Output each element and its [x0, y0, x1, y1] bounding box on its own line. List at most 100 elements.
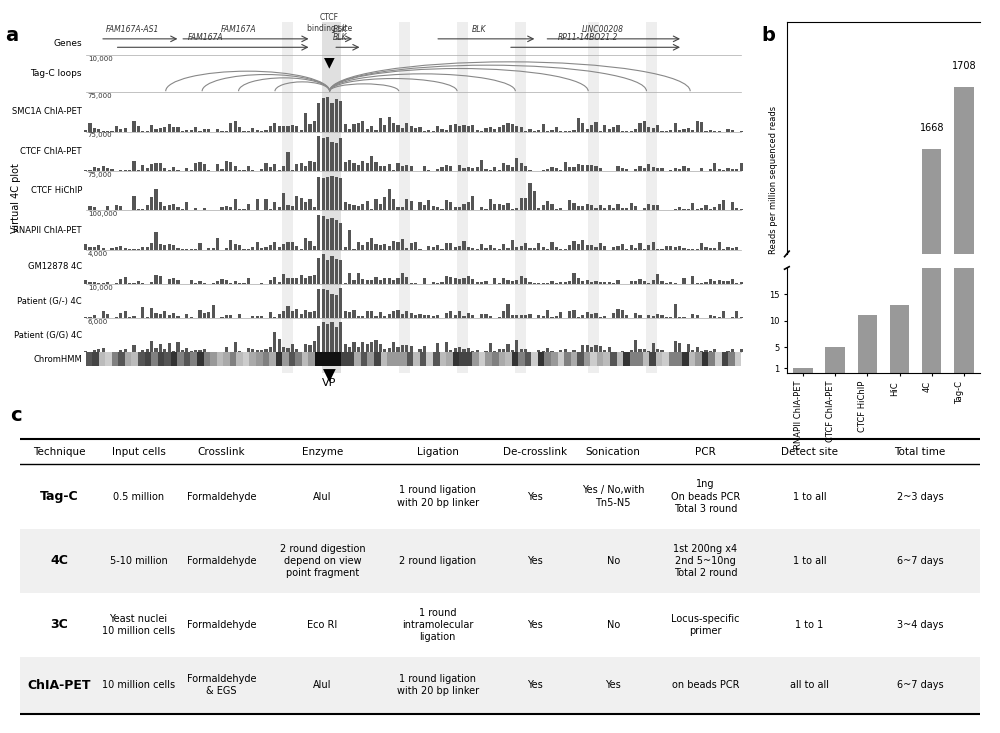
Bar [84, 130, 87, 132]
Text: Yes: Yes [527, 492, 543, 501]
Bar [537, 207, 540, 210]
Bar [190, 353, 197, 366]
Bar [492, 353, 499, 366]
Bar [172, 204, 175, 210]
Bar [643, 281, 646, 284]
Bar [621, 351, 624, 353]
Bar [269, 126, 272, 132]
Bar [546, 310, 549, 318]
Bar [396, 310, 400, 318]
Bar [286, 306, 290, 318]
Bar [93, 207, 96, 210]
Bar [726, 351, 730, 353]
Bar [440, 353, 446, 366]
Bar [352, 280, 356, 284]
Bar [119, 246, 122, 250]
Bar [352, 124, 356, 132]
Text: 75,000: 75,000 [88, 93, 112, 99]
Bar [282, 166, 285, 171]
Bar [410, 346, 413, 353]
Bar [436, 283, 439, 284]
Bar [471, 279, 474, 284]
Bar [577, 353, 584, 366]
Bar [131, 353, 138, 366]
Bar [656, 353, 662, 366]
Text: No: No [607, 556, 620, 566]
Text: c: c [10, 406, 22, 425]
Bar [20, 528, 980, 593]
Bar [264, 349, 268, 353]
Bar [502, 279, 505, 284]
Bar [159, 314, 162, 318]
Bar [330, 323, 334, 353]
Bar [313, 311, 316, 318]
Bar [118, 353, 125, 366]
Text: PCR: PCR [695, 446, 716, 457]
Bar [459, 353, 466, 366]
Bar [599, 346, 602, 353]
Bar [330, 256, 334, 284]
Bar [709, 209, 712, 210]
Bar [132, 283, 136, 284]
Bar [687, 128, 690, 132]
Bar [238, 127, 241, 132]
Bar [289, 353, 295, 366]
Bar [572, 130, 576, 132]
Bar [586, 345, 589, 353]
Bar [722, 200, 725, 210]
Bar [322, 290, 325, 318]
Bar [740, 317, 743, 318]
Bar [608, 347, 611, 353]
Bar [172, 351, 175, 353]
Bar [99, 353, 105, 366]
Bar [97, 349, 100, 353]
Text: 4,000: 4,000 [88, 251, 108, 257]
Bar [599, 243, 602, 250]
Bar [577, 245, 580, 250]
Bar [396, 278, 400, 284]
Bar [440, 282, 444, 284]
Bar [234, 342, 237, 353]
Bar [568, 246, 571, 250]
Bar [392, 199, 395, 210]
Bar [515, 280, 518, 284]
Text: 1708: 1708 [952, 62, 976, 71]
Bar [427, 246, 430, 250]
Bar [242, 169, 246, 171]
Bar [216, 163, 219, 171]
Bar [669, 317, 672, 318]
Bar [433, 353, 440, 366]
Bar [568, 167, 571, 171]
Bar [634, 281, 637, 284]
Bar [647, 315, 650, 318]
Text: all to all: all to all [790, 680, 829, 690]
Bar [326, 177, 329, 210]
Bar [366, 201, 369, 210]
Bar [572, 166, 576, 171]
Bar [446, 353, 453, 366]
Bar [361, 353, 367, 366]
Bar [286, 126, 290, 132]
Bar [379, 344, 382, 353]
Bar [238, 314, 241, 318]
Bar [660, 249, 664, 250]
Bar [357, 165, 360, 171]
Bar [731, 130, 734, 132]
Bar [291, 345, 294, 353]
Bar [476, 130, 479, 132]
Bar [568, 281, 571, 284]
Bar [630, 281, 633, 284]
Bar [220, 169, 224, 171]
Bar [502, 125, 505, 132]
Bar [335, 220, 338, 250]
Bar [322, 97, 325, 132]
Bar [154, 188, 158, 210]
Bar [436, 314, 439, 318]
Bar [484, 314, 488, 318]
Bar [674, 169, 677, 171]
Text: Ligation: Ligation [417, 446, 459, 457]
Bar [119, 350, 122, 353]
Bar [137, 248, 140, 250]
Bar [124, 248, 127, 250]
Bar [621, 244, 624, 250]
